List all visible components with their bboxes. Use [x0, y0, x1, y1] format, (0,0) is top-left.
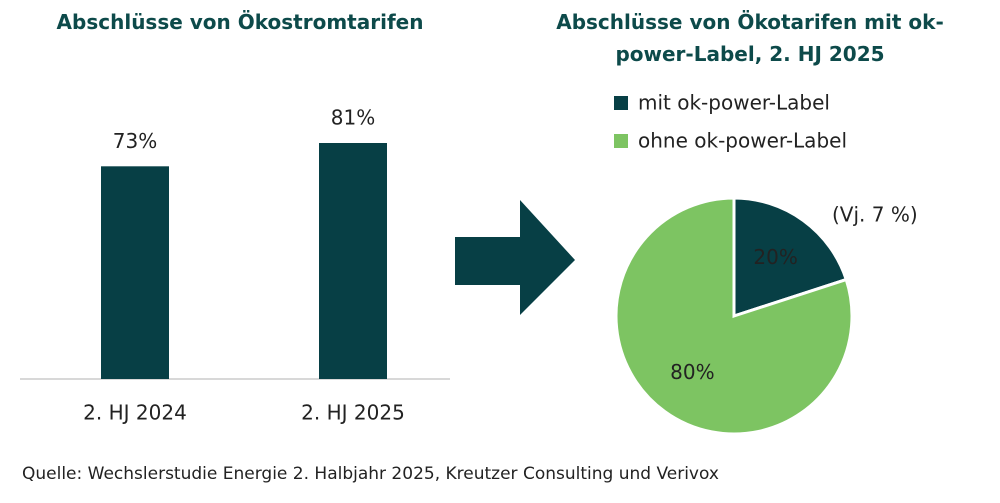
legend-swatch [614, 134, 628, 148]
chart-title: Abschlüsse von Ökostromtarifen [56, 10, 424, 34]
value-label: 80% [670, 360, 714, 384]
x-tick-label: 2. HJ 2025 [301, 401, 405, 425]
pie-slice [732, 196, 849, 319]
arrow [455, 200, 575, 315]
legend-swatch [614, 96, 628, 110]
source: Quelle: Wechslerstudie Energie 2. Halbja… [22, 464, 719, 484]
pie-slice [614, 196, 854, 436]
value-label: 81% [331, 106, 375, 130]
bar [101, 166, 169, 379]
annotation: (Vj. 7 %) [832, 203, 918, 227]
x-tick-label: 2. HJ 2024 [83, 401, 187, 425]
chart-title: Abschlüsse von Ökotarifen mit ok-power-L… [556, 10, 944, 66]
value-label: 73% [113, 129, 157, 153]
legend-label: mit ok-power-Label [638, 91, 830, 115]
bar [319, 143, 387, 379]
legend-label: ohne ok-power-Label [638, 129, 847, 153]
value-label: 20% [753, 245, 797, 269]
